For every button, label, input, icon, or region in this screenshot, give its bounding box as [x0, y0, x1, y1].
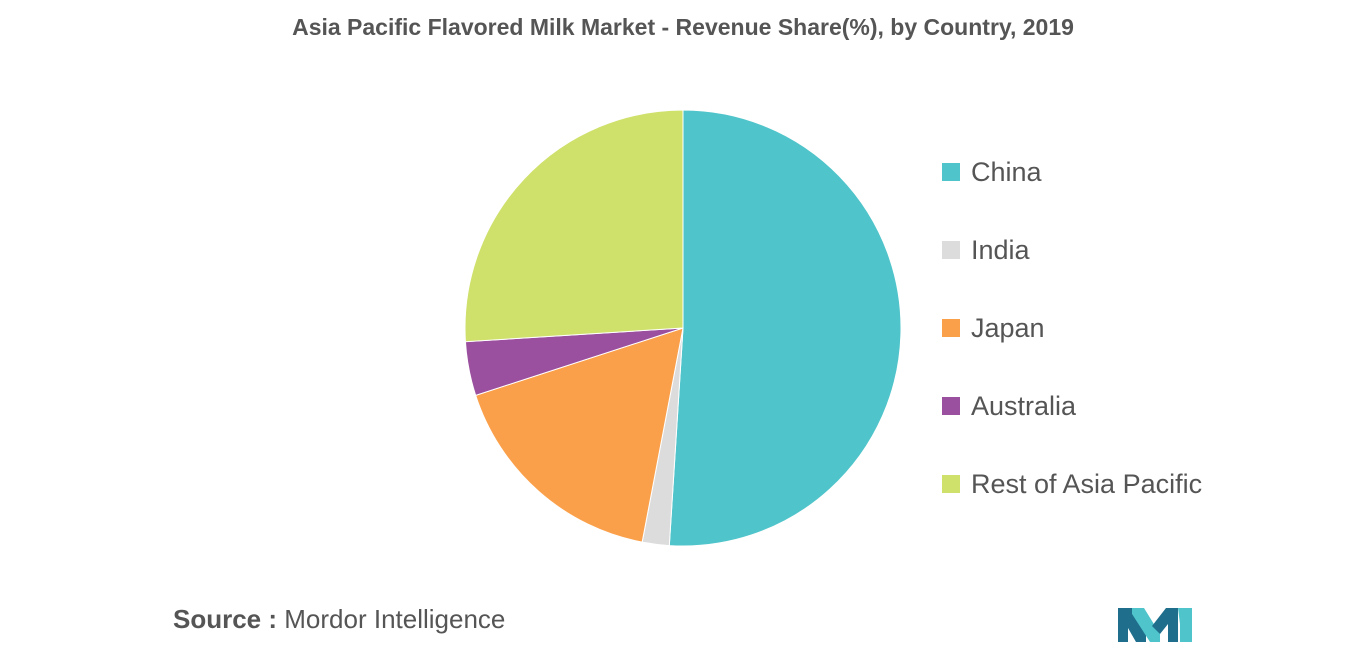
source-label: Source :: [173, 604, 278, 634]
legend-label: China: [971, 156, 1042, 187]
source-text: Mordor Intelligence: [284, 604, 506, 634]
legend-swatch: [942, 163, 960, 181]
legend-swatch: [942, 397, 960, 415]
legend-label: Rest of Asia Pacific: [971, 468, 1203, 499]
mordor-intelligence-logo-icon: [1118, 608, 1192, 642]
pie-slice-japan: [475, 327, 684, 543]
chart-title: Asia Pacific Flavored Milk Market - Reve…: [292, 14, 1074, 40]
legend-swatch: [942, 319, 960, 337]
legend-item-japan: Japan: [942, 306, 1045, 350]
legend-label: Japan: [971, 312, 1045, 343]
legend-label: Australia: [971, 390, 1077, 421]
legend-swatch: [942, 475, 960, 493]
legend-item-australia: Australia: [942, 384, 1076, 428]
legend-item-india: India: [942, 228, 1030, 272]
legend-label: India: [971, 234, 1030, 265]
pie-slice-rest-of-asia-pacific: [464, 109, 684, 343]
source-note: Source : Mordor Intelligence: [173, 604, 505, 635]
pie-slice-china: [668, 109, 902, 547]
legend-item-rest-of-asia-pacific: Rest of Asia Pacific: [942, 462, 1202, 506]
pie-chart: [464, 109, 902, 547]
legend-swatch: [942, 241, 960, 259]
legend-item-china: China: [942, 150, 1042, 194]
